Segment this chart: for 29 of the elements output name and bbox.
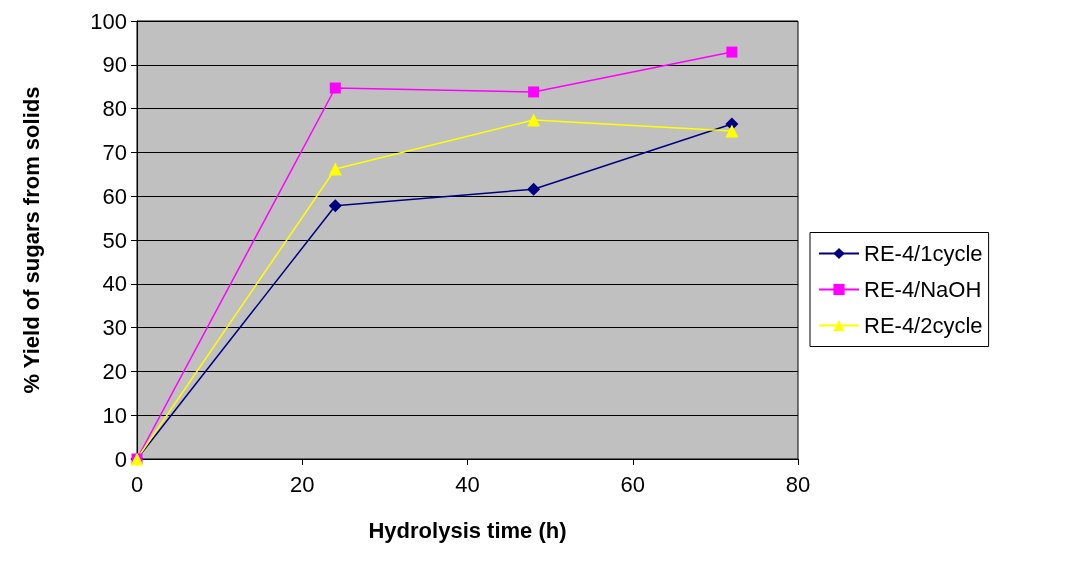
y-tick-label: 20 — [102, 358, 127, 384]
y-tick-label: 100 — [90, 8, 127, 34]
point — [528, 86, 540, 98]
y-tick-label: 0 — [114, 446, 127, 472]
legend-label: RE-4/2cycle — [864, 313, 983, 338]
y-tick-label: 40 — [102, 271, 127, 297]
y-tick-label: 50 — [102, 227, 127, 253]
y-tick-label: 70 — [102, 139, 127, 165]
point — [527, 113, 541, 127]
point — [329, 82, 341, 94]
point — [527, 182, 541, 196]
x-tick-label: 60 — [620, 471, 645, 497]
x-tick-label: 80 — [785, 471, 811, 497]
point — [726, 46, 738, 58]
point — [725, 124, 739, 138]
x-axis-title: Hydrolysis time (h) — [368, 517, 567, 543]
x-tick-label: 0 — [130, 471, 144, 497]
y-axis-title: % Yield of sugars from solids — [18, 86, 44, 394]
x-tick-label: 20 — [290, 471, 315, 497]
y-tick-label: 10 — [102, 402, 127, 428]
x-tick-label: 40 — [455, 471, 480, 497]
legend-label: RE-4/1cycle — [864, 241, 983, 266]
point — [328, 162, 342, 176]
legend-label: RE-4/NaOH — [864, 277, 982, 302]
y-tick-label: 90 — [102, 52, 127, 78]
y-tick-label: 80 — [102, 96, 127, 122]
point — [328, 199, 342, 213]
y-tick-label: 30 — [102, 315, 127, 341]
y-tick-label: 60 — [102, 183, 127, 209]
